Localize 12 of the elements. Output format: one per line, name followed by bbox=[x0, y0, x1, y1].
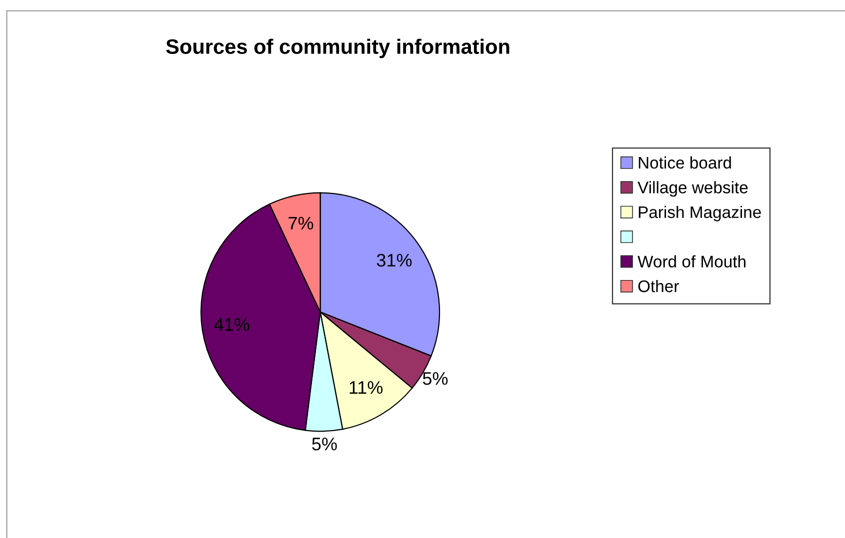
legend-label: Notice board bbox=[638, 156, 731, 169]
chart-title: Sources of community information bbox=[166, 38, 510, 58]
data-label: 41% bbox=[214, 318, 250, 331]
legend-label: Word of Mouth bbox=[638, 255, 746, 268]
legend-label: Parish Magazine bbox=[638, 206, 761, 222]
data-label: 11% bbox=[350, 381, 383, 394]
data-label: 7% bbox=[288, 216, 314, 230]
data-label: 31% bbox=[376, 254, 412, 267]
data-label: 5% bbox=[422, 372, 448, 385]
legend-label: Village website bbox=[638, 181, 748, 197]
legend-label: Other bbox=[638, 280, 679, 292]
data-label: 5% bbox=[312, 438, 337, 450]
